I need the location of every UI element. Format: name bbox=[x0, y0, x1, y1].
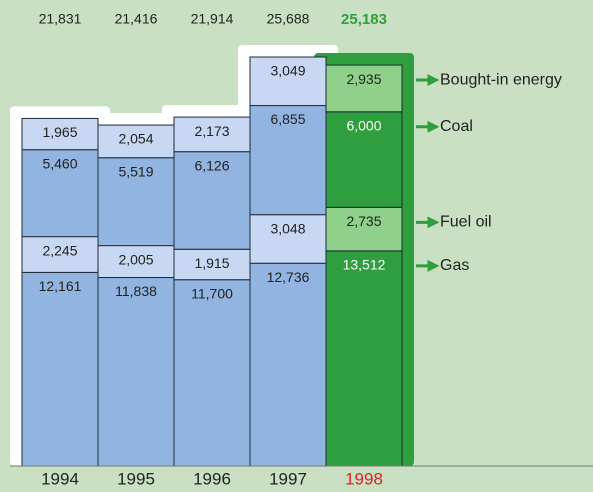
value-label: 6,126 bbox=[194, 157, 229, 173]
value-label: 3,048 bbox=[270, 220, 305, 236]
value-label: 2,245 bbox=[42, 242, 77, 258]
bar-segment bbox=[97, 124, 175, 159]
value-label: 11,838 bbox=[115, 283, 157, 299]
value-label: 5,519 bbox=[118, 163, 153, 179]
bars bbox=[21, 56, 403, 467]
bar-segment bbox=[325, 111, 403, 208]
value-label: 1,915 bbox=[194, 255, 229, 271]
total-label: 25,183 bbox=[341, 11, 387, 28]
x-tick-label: 1994 bbox=[41, 469, 79, 488]
value-label: 5,460 bbox=[42, 155, 77, 171]
bar-segment bbox=[249, 105, 327, 216]
value-label: 3,049 bbox=[270, 63, 305, 79]
legend-label: Gas bbox=[440, 257, 469, 274]
value-label: 13,512 bbox=[343, 257, 386, 273]
value-label: 12,736 bbox=[267, 269, 310, 285]
x-tick-label: 1998 bbox=[345, 469, 383, 488]
bar-segment bbox=[173, 248, 251, 281]
bar-segment bbox=[173, 279, 251, 467]
total-label: 25,688 bbox=[267, 11, 310, 27]
total-label: 21,416 bbox=[115, 11, 158, 27]
value-label: 1,965 bbox=[42, 124, 77, 140]
bar-segment bbox=[325, 64, 403, 113]
value-label: 2,735 bbox=[346, 213, 381, 229]
x-tick-label: 1997 bbox=[269, 469, 307, 488]
bar-segment bbox=[21, 271, 99, 467]
bar-segment bbox=[173, 116, 251, 153]
bar-segment bbox=[325, 206, 403, 252]
value-label: 6,000 bbox=[346, 117, 381, 133]
value-label: 11,700 bbox=[191, 285, 233, 301]
value-label: 2,005 bbox=[118, 251, 153, 267]
bar-segment bbox=[249, 262, 327, 467]
bar-segment bbox=[21, 149, 99, 238]
value-label: 2,935 bbox=[346, 71, 381, 87]
legend-label: Coal bbox=[440, 118, 473, 135]
bar-segment bbox=[173, 151, 251, 250]
value-label: 2,054 bbox=[118, 131, 153, 147]
x-tick-label: 1995 bbox=[117, 469, 155, 488]
legend-label: Bought-in energy bbox=[440, 71, 562, 88]
value-label: 6,855 bbox=[270, 111, 305, 127]
legend-label: Fuel oil bbox=[440, 214, 492, 231]
total-label: 21,914 bbox=[191, 11, 234, 27]
bar-segment bbox=[325, 250, 403, 467]
x-tick-label: 1996 bbox=[193, 469, 231, 488]
value-label: 12,161 bbox=[39, 278, 82, 294]
total-label: 21,831 bbox=[39, 11, 82, 27]
value-label: 2,173 bbox=[194, 123, 229, 139]
bar-segment bbox=[97, 277, 175, 467]
